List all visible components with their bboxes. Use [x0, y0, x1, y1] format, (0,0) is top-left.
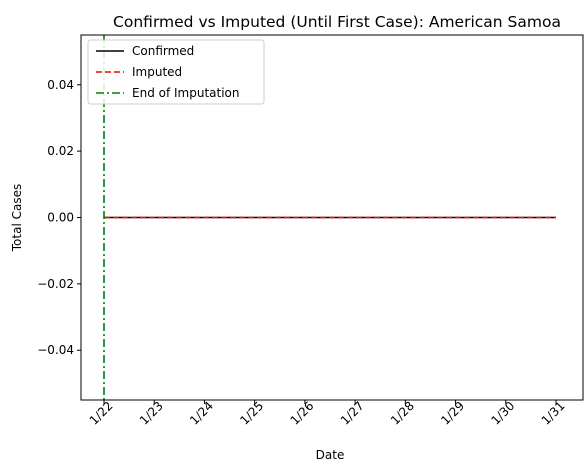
y-tick-label: −0.04	[37, 343, 74, 357]
x-tick-label: 1/26	[288, 399, 317, 428]
x-tick-label: 1/27	[338, 399, 367, 428]
y-tick-label: 0.02	[47, 144, 74, 158]
legend-label: Imputed	[132, 65, 182, 79]
x-tick-label: 1/31	[539, 399, 568, 428]
y-tick-label: −0.02	[37, 277, 74, 291]
x-tick-label: 1/23	[137, 399, 166, 428]
x-tick-label: 1/25	[237, 399, 266, 428]
x-tick-label: 1/30	[488, 399, 517, 428]
legend-label: End of Imputation	[132, 86, 240, 100]
x-tick-label: 1/24	[187, 399, 216, 428]
legend: Confirmed Imputed End of Imputation	[87, 39, 265, 105]
legend-label: Confirmed	[132, 44, 194, 58]
y-axis-ticks: −0.04 −0.02 0.00 0.02 0.04	[37, 78, 81, 357]
y-tick-label: 0.00	[47, 211, 74, 225]
y-axis-label: Total Cases	[10, 184, 24, 252]
x-tick-label: 1/22	[87, 399, 116, 428]
legend-box	[87, 39, 265, 105]
x-tick-label: 1/28	[388, 399, 417, 428]
x-axis-label: Date	[316, 448, 345, 462]
plot-frame	[80, 34, 584, 401]
x-axis-ticks: 1/22 1/23 1/24 1/25 1/26 1/27 1/28 1/29 1/30 1/31	[87, 399, 568, 428]
chart-title: Confirmed vs Imputed (Until First Case):…	[113, 13, 561, 31]
y-tick-label: 0.04	[47, 78, 74, 92]
x-tick-label: 1/29	[438, 399, 467, 428]
